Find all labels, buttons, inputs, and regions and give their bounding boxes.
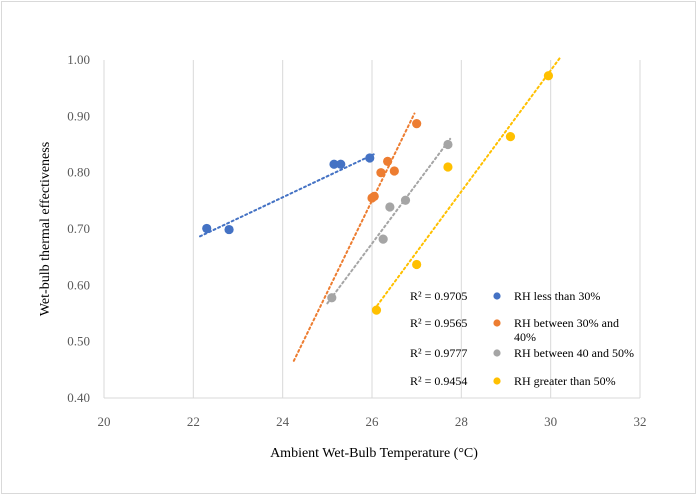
data-point-series-1 [329,159,339,169]
x-axis-title: Ambient Wet-Bulb Temperature (°C) [270,446,478,461]
data-point-series-4 [505,132,516,142]
y-tick-label: 0.40 [67,390,90,405]
y-tick-label: 0.80 [67,165,90,180]
r2-label-series-1: R² = 0.9705 [410,289,467,303]
data-point-series-4 [543,71,554,81]
y-tick-label: 0.90 [67,108,90,123]
y-tick-label: 0.60 [67,277,90,292]
legend-marker-series-2 [493,319,501,327]
data-point-series-3 [385,202,395,212]
x-tick-label: 32 [634,414,647,429]
data-point-series-3 [378,234,388,244]
data-point-series-4 [412,259,422,270]
data-point-series-2 [376,168,386,178]
r2-label-series-4: R² = 0.9454 [410,374,467,388]
x-tick-label: 22 [187,414,200,429]
data-point-series-3 [400,195,411,205]
y-tick-label: 0.70 [67,221,90,236]
data-point-series-4 [371,305,382,315]
data-point-series-2 [389,166,399,176]
data-point-series-2 [369,191,379,201]
legend-label-series-2: RH between 30% and 40% [514,316,619,344]
x-tick-label: 30 [544,414,557,429]
legend-marker-series-1 [493,292,501,300]
legend-label-series-4: RH greater than 50% [514,374,616,388]
legend-marker-series-4 [493,377,501,385]
data-point-series-1 [202,223,212,234]
trendline-series-3 [326,137,452,305]
data-point-series-1 [336,159,346,169]
r2-label-series-2: R² = 0.9565 [410,316,467,330]
data-point-series-4 [443,162,453,172]
data-point-series-2 [412,119,422,129]
data-point-series-2 [383,156,393,166]
data-point-series-3 [443,139,453,150]
legend-label-series-3: RH between 40 and 50% [514,346,634,360]
x-tick-label: 20 [98,414,111,429]
x-tick-label: 26 [366,414,380,429]
x-tick-label: 28 [455,414,468,429]
x-tick-label: 24 [276,414,290,429]
legend-label-series-1: RH less than 30% [514,289,600,303]
trendline-series-4 [373,57,561,311]
data-point-series-1 [224,224,234,235]
trendline-series-1 [199,153,376,238]
data-point-series-3 [327,293,337,303]
y-tick-label: 1.00 [67,52,90,67]
legend-marker-series-3 [493,349,501,357]
data-point-series-1 [365,153,375,163]
trendline-series-2 [292,112,416,362]
y-tick-label: 0.50 [67,334,90,349]
r2-label-series-3: R² = 0.9777 [410,346,467,360]
y-axis-title: Wet-bulb thermal effectiveness [38,142,53,316]
